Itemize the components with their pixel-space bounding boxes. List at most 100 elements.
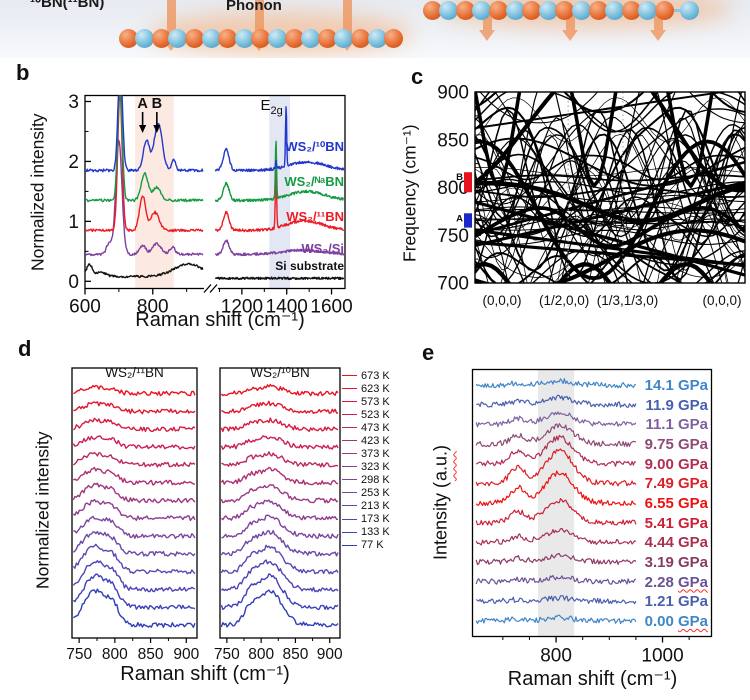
dispersion-band xyxy=(475,154,745,181)
pressure-curve xyxy=(475,498,637,526)
tick-label: 850 xyxy=(138,646,164,663)
nitrogen-atom xyxy=(439,0,459,20)
legend-item: 173 K xyxy=(342,513,390,526)
dispersion-band xyxy=(475,92,714,188)
x-axis-label-e: Raman shift (cm⁻¹) xyxy=(507,668,678,690)
legend-line xyxy=(342,505,357,507)
legend-line xyxy=(342,388,357,390)
pressure-value: 11.9 xyxy=(645,396,678,414)
tick-label: 1400 xyxy=(266,297,308,318)
temperature-raman-chart: 750 800 850 900 750 800 850 900 xyxy=(66,367,343,663)
legend-label: 573 K xyxy=(361,395,390,408)
dispersion-band xyxy=(479,92,745,124)
nitrogen-atom xyxy=(638,0,658,20)
spectrum-curve xyxy=(85,95,204,233)
tick-label: 1000 xyxy=(641,646,683,667)
legend-line xyxy=(342,414,357,416)
tick-label: 3 xyxy=(68,92,79,113)
pressure-unit: GPa xyxy=(677,514,708,532)
phonon-arrow xyxy=(482,8,492,30)
kpoint-label: (0,0,0) xyxy=(703,293,742,308)
dispersion-band xyxy=(475,206,745,249)
temperature-curve xyxy=(220,466,339,486)
spectrum-curve xyxy=(214,140,345,203)
phonon-arrow-head xyxy=(561,30,578,41)
legend-item: 573 K xyxy=(342,395,390,408)
tick-label: 1 xyxy=(68,212,79,233)
nitrogen-atom xyxy=(267,28,287,48)
x-axis-label-d: Raman shift (cm⁻¹) xyxy=(120,663,290,685)
spectrum-curve xyxy=(85,95,204,203)
dispersion-band xyxy=(475,218,745,231)
boron-atom xyxy=(151,28,171,48)
kpoint-label: (1/3,1/3,0) xyxy=(597,293,659,308)
y-axis-label-e-post: ) xyxy=(430,445,451,452)
dispersion-band xyxy=(475,229,745,245)
plot-frame xyxy=(471,368,713,638)
temperature-curve xyxy=(73,384,196,397)
legend-label: 77 K xyxy=(361,539,384,552)
legend-item: 673 K xyxy=(342,369,390,382)
legend-item: 133 K xyxy=(342,526,390,539)
dispersion-band xyxy=(475,187,745,199)
nitrogen-atom xyxy=(168,28,188,48)
legend-label: 253 K xyxy=(361,486,390,499)
pressure-unit: GPa xyxy=(677,593,708,611)
dispersion-band xyxy=(475,153,745,283)
boron-atom xyxy=(284,28,304,48)
spectrum-curve xyxy=(85,95,204,173)
temperature-curve xyxy=(72,482,196,504)
nitrogen-atom xyxy=(201,28,221,48)
pressure-label: 7.49 GPa xyxy=(645,475,708,492)
tick-label: 2 xyxy=(68,152,79,173)
pressure-value: 9.75 xyxy=(644,435,678,453)
panel-letter-d: d xyxy=(18,336,32,361)
dispersion-band xyxy=(475,106,745,231)
mode-marker xyxy=(464,172,472,193)
boron-atom xyxy=(184,28,204,48)
pressure-value: 5.41 xyxy=(644,514,678,532)
nitrogen-atom xyxy=(679,0,699,20)
nitrogen-atom xyxy=(571,0,591,20)
y-axis-label-b: Normalized intensity xyxy=(27,113,48,271)
highlight-band xyxy=(537,369,575,637)
dispersion-band xyxy=(475,206,745,212)
temperature-curve xyxy=(72,530,196,557)
boron-atom xyxy=(455,0,475,20)
y-axis-label-c: Frequency (cm⁻¹) xyxy=(399,124,420,262)
pressure-curve xyxy=(475,411,637,428)
temperature-curve xyxy=(220,529,339,557)
legend-line xyxy=(342,492,357,494)
pressure-curve xyxy=(476,394,637,408)
temperature-curve xyxy=(220,499,339,521)
boron-atom xyxy=(555,0,575,20)
pressure-label: 0.00 GPa xyxy=(645,613,708,630)
isotope-label: ¹⁰BN(¹¹BN) xyxy=(30,0,105,11)
boron-atom xyxy=(422,0,442,20)
legend-line xyxy=(342,518,357,520)
boron-atom xyxy=(118,28,138,48)
temperature-curve xyxy=(73,466,196,486)
boron-atom xyxy=(654,0,674,20)
phonon-arrow xyxy=(653,8,663,30)
pressure-curve xyxy=(475,553,637,566)
pressure-curve xyxy=(475,595,637,605)
pressure-label: 3.19 GPa xyxy=(645,554,708,571)
temperature-curve xyxy=(72,543,196,575)
dispersion-band xyxy=(475,92,745,133)
pressure-value: 6.55 xyxy=(644,494,678,512)
spectrum-curve xyxy=(85,262,204,279)
legend-label: 423 K xyxy=(361,434,390,447)
tick-label: 900 xyxy=(317,646,343,663)
boron-atom xyxy=(317,28,337,48)
dispersion-band xyxy=(475,174,745,182)
nitrogen-atom xyxy=(472,0,492,20)
tick-label: 700 xyxy=(437,274,469,295)
dispersion-band xyxy=(475,92,730,130)
axis-break xyxy=(209,284,218,293)
temperature-curve xyxy=(72,573,196,611)
legend-line xyxy=(342,531,357,533)
spectrum-curve xyxy=(214,239,345,257)
legend-label: 673 K xyxy=(361,369,390,382)
